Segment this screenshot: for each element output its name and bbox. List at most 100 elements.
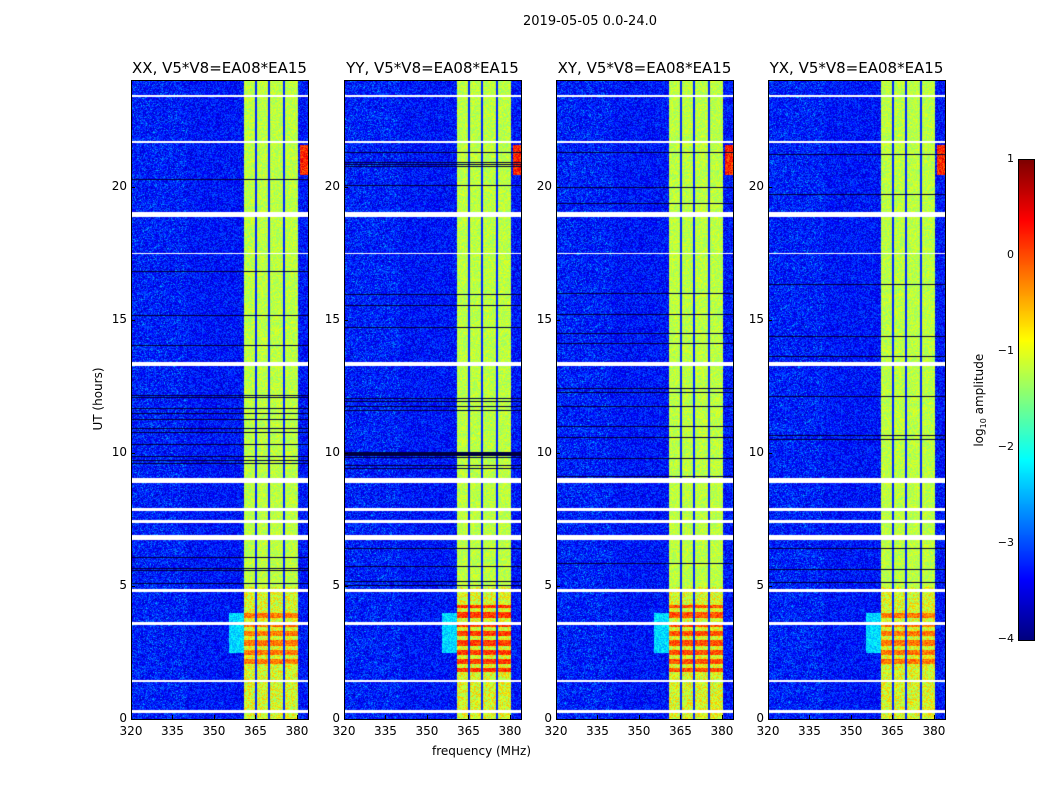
y-tick-mark — [131, 186, 135, 188]
y-tick-mark — [768, 719, 772, 720]
y-tick-mark — [131, 452, 135, 454]
figure-title: 2019-05-05 0.0-24.0 — [523, 14, 657, 29]
x-tick-label: 320 — [544, 724, 568, 738]
spectrogram-panel — [556, 80, 734, 720]
x-tick-label: 320 — [332, 724, 356, 738]
x-tick-mark — [344, 715, 345, 719]
y-tick-mark — [344, 452, 348, 454]
x-tick-label: 335 — [374, 724, 397, 738]
y-tick-mark — [131, 585, 135, 587]
y-tick-mark — [344, 719, 348, 720]
spectrogram-heatmap — [557, 81, 733, 719]
x-tick-mark — [597, 715, 599, 719]
x-tick-mark — [721, 715, 723, 719]
x-tick-label: 335 — [161, 724, 184, 738]
y-tick-label: 0 — [119, 711, 127, 725]
x-tick-label: 350 — [415, 724, 439, 738]
x-tick-label: 380 — [498, 724, 522, 738]
x-tick-label: 350 — [627, 724, 651, 738]
y-tick-label: 15 — [748, 311, 764, 326]
y-tick-label: 0 — [544, 711, 552, 725]
colorbar-label: log10 amplitude — [971, 353, 989, 447]
x-tick-label: 335 — [798, 724, 821, 738]
colorbar-tick-label: −1 — [997, 344, 1014, 357]
x-tick-label: 365 — [244, 724, 267, 738]
y-axis-label: UT (hours) — [91, 367, 105, 431]
colorbar-tick-label: 1 — [1007, 152, 1014, 165]
x-tick-mark — [213, 715, 215, 719]
x-axis-label: frequency (MHz) — [432, 744, 532, 758]
spectrogram-heatmap — [132, 81, 308, 719]
x-tick-mark — [809, 715, 811, 719]
y-tick-mark — [556, 719, 560, 720]
x-tick-mark — [172, 715, 174, 719]
y-tick-label: 0 — [756, 711, 764, 725]
y-tick-label: 0 — [332, 711, 340, 725]
x-tick-mark — [255, 715, 257, 719]
x-tick-mark — [296, 715, 298, 719]
panel-title: YY, V5*V8=EA08*EA15 — [346, 59, 519, 77]
y-tick-label: 5 — [332, 577, 340, 592]
y-tick-label: 20 — [748, 178, 764, 193]
y-tick-mark — [556, 452, 560, 454]
y-tick-mark — [344, 585, 348, 587]
y-tick-mark — [556, 585, 560, 587]
x-tick-label: 335 — [586, 724, 609, 738]
y-tick-label: 15 — [324, 311, 340, 326]
y-tick-label: 5 — [544, 577, 552, 592]
spectrogram-panel — [768, 80, 946, 720]
x-tick-label: 320 — [119, 724, 143, 738]
x-tick-label: 350 — [202, 724, 226, 738]
x-tick-mark — [850, 715, 852, 719]
x-tick-label: 365 — [457, 724, 480, 738]
spectrogram-heatmap — [345, 81, 521, 719]
x-tick-label: 380 — [922, 724, 946, 738]
x-tick-mark — [131, 715, 132, 719]
x-tick-mark — [638, 715, 640, 719]
y-tick-label: 5 — [119, 577, 127, 592]
x-tick-mark — [680, 715, 682, 719]
panel-title: XY, V5*V8=EA08*EA15 — [557, 59, 732, 77]
x-tick-label: 365 — [669, 724, 692, 738]
colorbar-tick-label: −4 — [997, 632, 1014, 645]
colorbar-tick-label: −2 — [997, 440, 1014, 453]
spectrogram-heatmap — [769, 81, 945, 719]
x-tick-mark — [509, 715, 511, 719]
x-tick-label: 380 — [710, 724, 734, 738]
x-tick-mark — [426, 715, 428, 719]
y-tick-label: 10 — [536, 444, 552, 459]
x-tick-mark — [556, 715, 557, 719]
y-tick-mark — [768, 585, 772, 587]
y-tick-label: 20 — [111, 178, 127, 193]
y-tick-label: 20 — [324, 178, 340, 193]
y-tick-mark — [131, 319, 135, 321]
y-tick-mark — [556, 319, 560, 321]
x-tick-label: 350 — [839, 724, 863, 738]
colorbar-gradient — [1019, 160, 1034, 640]
panel-title: YX, V5*V8=EA08*EA15 — [769, 59, 944, 77]
y-tick-mark — [768, 186, 772, 188]
y-tick-mark — [768, 319, 772, 321]
spectrogram-panel — [344, 80, 522, 720]
y-tick-label: 10 — [324, 444, 340, 459]
y-tick-mark — [131, 719, 135, 720]
x-tick-label: 380 — [285, 724, 309, 738]
x-tick-mark — [468, 715, 470, 719]
colorbar-tick-label: 0 — [1007, 248, 1014, 261]
x-tick-mark — [768, 715, 769, 719]
colorbar-tick-label: −3 — [997, 536, 1014, 549]
y-tick-label: 15 — [111, 311, 127, 326]
y-tick-label: 15 — [536, 311, 552, 326]
x-tick-label: 365 — [881, 724, 904, 738]
x-tick-label: 320 — [756, 724, 780, 738]
spectrogram-panel — [131, 80, 309, 720]
x-tick-mark — [933, 715, 935, 719]
y-tick-mark — [344, 319, 348, 321]
y-tick-mark — [768, 452, 772, 454]
y-tick-label: 5 — [756, 577, 764, 592]
y-tick-mark — [556, 186, 560, 188]
panel-title: XX, V5*V8=EA08*EA15 — [132, 59, 307, 77]
x-tick-mark — [892, 715, 894, 719]
y-tick-label: 10 — [748, 444, 764, 459]
